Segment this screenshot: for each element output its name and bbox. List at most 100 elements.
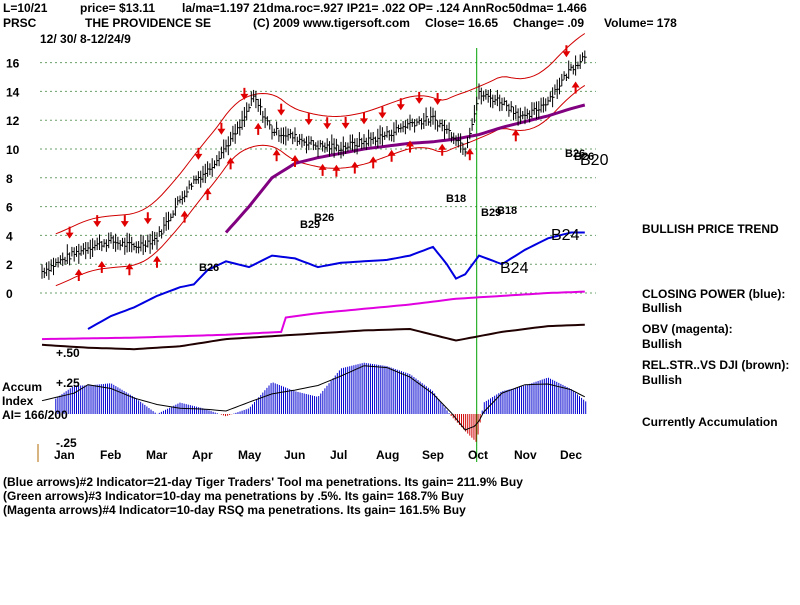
accum-label-p50: +.50 bbox=[56, 346, 80, 360]
buy-arrow-head bbox=[465, 148, 474, 155]
obv-line bbox=[41, 290, 585, 341]
signal-marker-7: B24 bbox=[500, 260, 529, 277]
header-stats: la/ma=1.197 21dma.roc=.927 IP21= .022 OP… bbox=[182, 1, 587, 15]
signal-marker-8: B24 bbox=[551, 227, 580, 244]
signal-marker-10: B20 bbox=[580, 152, 609, 169]
x-tick-oct: Oct bbox=[468, 448, 488, 462]
buy-arrow bbox=[153, 255, 161, 268]
close-value: Close= 16.65 bbox=[425, 16, 498, 30]
sell-arrow-head bbox=[143, 218, 152, 225]
y-tick-10: 10 bbox=[6, 143, 20, 157]
buy-arrow-head bbox=[74, 269, 83, 276]
buy-arrow bbox=[97, 260, 106, 273]
sell-arrow-head bbox=[93, 221, 102, 228]
signal-marker-4: B18 bbox=[446, 193, 466, 205]
x-tick-may: May bbox=[238, 448, 262, 462]
buy-arrow-head bbox=[125, 263, 134, 270]
buy-arrow bbox=[465, 148, 474, 161]
buy-arrow bbox=[406, 140, 414, 153]
buy-arrow-head bbox=[203, 188, 212, 195]
buy-arrow bbox=[369, 156, 378, 169]
sell-arrow bbox=[194, 147, 203, 160]
sell-arrow-head bbox=[277, 109, 286, 116]
x-tick-mar: Mar bbox=[146, 448, 168, 462]
sell-arrow bbox=[396, 98, 405, 111]
sell-arrow bbox=[277, 103, 286, 116]
sell-arrow-head bbox=[217, 128, 226, 135]
buy-arrow bbox=[125, 263, 134, 276]
buy-arrow-head bbox=[180, 210, 189, 217]
accum-ma-line bbox=[41, 365, 586, 431]
sell-arrow-head bbox=[433, 99, 442, 106]
signal-marker-0: B26 bbox=[199, 262, 219, 274]
rel-strength-value: Bullish bbox=[642, 373, 683, 387]
buy-arrow-head bbox=[272, 149, 281, 156]
change-value: Change= .09 bbox=[513, 16, 584, 30]
signal-marker-2: B26 bbox=[314, 212, 334, 224]
price-trend-status: BULLISH PRICE TREND bbox=[642, 222, 779, 236]
buy-arrow-head bbox=[350, 161, 359, 168]
sell-arrow-head bbox=[341, 122, 350, 129]
y-tick-6: 6 bbox=[6, 201, 13, 215]
buy-arrow-head bbox=[387, 149, 396, 156]
sell-arrow bbox=[304, 113, 313, 126]
buy-arrow bbox=[272, 149, 281, 162]
y-tick-14: 14 bbox=[6, 85, 20, 99]
sell-arrow-head bbox=[360, 118, 368, 125]
buy-arrow-head bbox=[226, 157, 235, 164]
signal-marker-1: B29 bbox=[300, 219, 320, 231]
sell-arrow bbox=[360, 112, 368, 125]
signal-marker-9: B26 bbox=[565, 148, 585, 160]
sell-arrow-head bbox=[65, 232, 74, 239]
x-tick-dec: Dec bbox=[560, 448, 582, 462]
buy-arrow bbox=[332, 164, 341, 177]
sell-arrow-head bbox=[240, 93, 249, 100]
accum-label-title1: Accum bbox=[2, 380, 42, 394]
sell-arrow bbox=[378, 106, 387, 119]
sell-arrow bbox=[240, 87, 249, 100]
closing-power-line bbox=[87, 231, 585, 330]
closing-power-value: Bullish bbox=[642, 301, 683, 315]
sell-arrow bbox=[217, 122, 226, 135]
company-name: THE PROVIDENCE SE bbox=[85, 16, 211, 30]
obv-value: Bullish bbox=[642, 337, 683, 351]
accum-label-p25: +.25 bbox=[56, 376, 80, 390]
buy-arrow bbox=[254, 122, 263, 135]
y-tick-16: 16 bbox=[6, 57, 20, 71]
x-tick-jan: Jan bbox=[54, 448, 75, 462]
sell-arrow bbox=[143, 212, 152, 225]
buy-arrow-head bbox=[153, 255, 161, 262]
buy-arrow-head bbox=[369, 156, 378, 163]
price-series bbox=[41, 50, 587, 280]
buy-arrow bbox=[318, 163, 327, 176]
x-tick-nov: Nov bbox=[514, 448, 537, 462]
sell-arrow-head bbox=[378, 112, 387, 119]
buy-arrow-head bbox=[406, 140, 414, 147]
sell-arrow bbox=[341, 116, 350, 129]
x-tick-apr: Apr bbox=[192, 448, 213, 462]
sell-arrow-head bbox=[562, 51, 571, 58]
buy-arrow bbox=[203, 188, 212, 201]
sell-arrow-head bbox=[415, 97, 424, 104]
volume-value: Volume= 178 bbox=[604, 16, 677, 30]
date-range: 12/ 30/ 8-12/24/9 bbox=[40, 32, 131, 46]
buy-arrow bbox=[350, 161, 359, 174]
buy-arrow-head bbox=[291, 154, 299, 161]
closing-power-label: CLOSING POWER (blue): bbox=[642, 287, 786, 301]
signal-marker-3: B26 bbox=[574, 151, 594, 163]
y-tick-12: 12 bbox=[6, 114, 20, 128]
sell-arrow bbox=[323, 117, 332, 130]
rel-strength-label: REL.STR..VS DJI (brown): bbox=[642, 358, 790, 372]
x-tick-jul: Jul bbox=[330, 448, 347, 462]
buy-arrow bbox=[511, 129, 520, 142]
legend-note-blue: (Blue arrows)#2 Indicator=21-day Tiger T… bbox=[3, 475, 523, 489]
buy-arrow bbox=[571, 81, 580, 94]
sell-arrow-head bbox=[304, 119, 313, 126]
x-tick-jun: Jun bbox=[284, 448, 305, 462]
buy-arrow bbox=[387, 149, 396, 162]
sell-arrow bbox=[120, 215, 129, 228]
accum-label-m25: -.25 bbox=[56, 436, 77, 450]
sell-arrow bbox=[93, 215, 102, 228]
